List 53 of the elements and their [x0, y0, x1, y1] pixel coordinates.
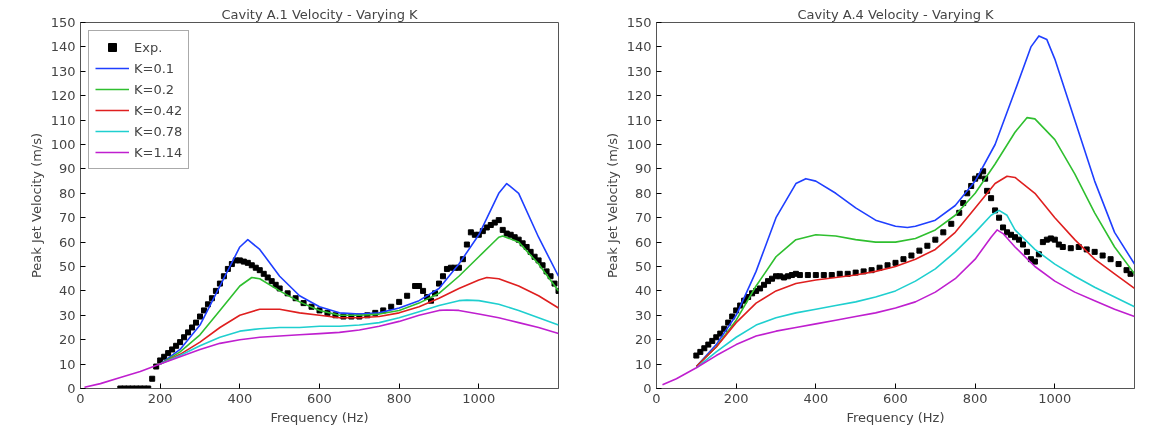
y-tick-label: 60 — [634, 234, 652, 250]
y-tick-label: 30 — [58, 307, 76, 323]
y-tick-label: 30 — [634, 307, 652, 323]
y-tick-label: 50 — [634, 259, 652, 274]
y-tick-label: 150 — [50, 15, 76, 30]
y-tick-label: 80 — [58, 185, 76, 201]
y-tick-label: 10 — [634, 356, 652, 372]
y-tick-label: 130 — [626, 63, 652, 79]
y-axis-title: Peak Jet Velocity (m/s) — [28, 132, 44, 279]
x-tick-label: 200 — [723, 390, 749, 406]
x-tick-label: 600 — [307, 390, 332, 406]
y-tick-label: 100 — [50, 137, 76, 152]
chart-title: Cavity A.4 Velocity - Varying K — [797, 6, 995, 22]
y-tick-label: 60 — [58, 234, 76, 250]
x-axis-title: Frequency (Hz) — [270, 409, 369, 425]
y-tick-label: 150 — [626, 15, 652, 30]
x-tick-label: 1000 — [1038, 390, 1072, 406]
y-tick-label: 50 — [58, 259, 76, 274]
legend-label: Exp. — [134, 39, 163, 55]
chart-title: Cavity A.1 Velocity - Varying K — [221, 6, 419, 22]
legend-label: K=1.14 — [134, 144, 183, 160]
x-tick-label: 1000 — [462, 390, 496, 406]
y-tick-label: 120 — [626, 88, 652, 104]
line-series — [661, 229, 1135, 386]
x-axis-title: Frequency (Hz) — [846, 409, 945, 425]
y-tick-label: 20 — [634, 332, 652, 348]
y-tick-label: 90 — [58, 161, 76, 177]
x-tick-label: 600 — [883, 390, 908, 406]
y-tick-label: 110 — [626, 112, 652, 128]
x-tick-label: 200 — [147, 390, 173, 406]
y-tick-label: 10 — [58, 356, 76, 372]
y-tick-label: 140 — [50, 39, 76, 55]
y-tick-label: 120 — [50, 88, 76, 104]
x-tick-label: 400 — [227, 390, 253, 406]
y-tick-label: 100 — [626, 137, 652, 152]
y-axis-title: Peak Jet Velocity (m/s) — [604, 132, 620, 279]
y-tick-label: 130 — [50, 63, 76, 79]
y-tick-label: 40 — [634, 283, 652, 299]
y-tick-label: 90 — [634, 161, 652, 177]
y-tick-label: 20 — [58, 332, 76, 348]
y-tick-label: 70 — [634, 210, 652, 226]
y-tick-label: 80 — [634, 185, 652, 201]
legend-label: K=0.78 — [134, 123, 183, 139]
legend-label: K=0.1 — [134, 60, 175, 76]
y-tick-label: 70 — [58, 210, 76, 226]
legend-label: K=0.2 — [134, 81, 175, 97]
x-tick-label: 800 — [386, 390, 412, 406]
y-tick-label: 40 — [58, 283, 76, 299]
legend-label: K=0.42 — [134, 102, 183, 118]
x-tick-label: 800 — [962, 390, 988, 406]
x-tick-label: 400 — [803, 390, 829, 406]
y-tick-label: 140 — [626, 39, 652, 55]
y-tick-label: 110 — [50, 112, 76, 128]
